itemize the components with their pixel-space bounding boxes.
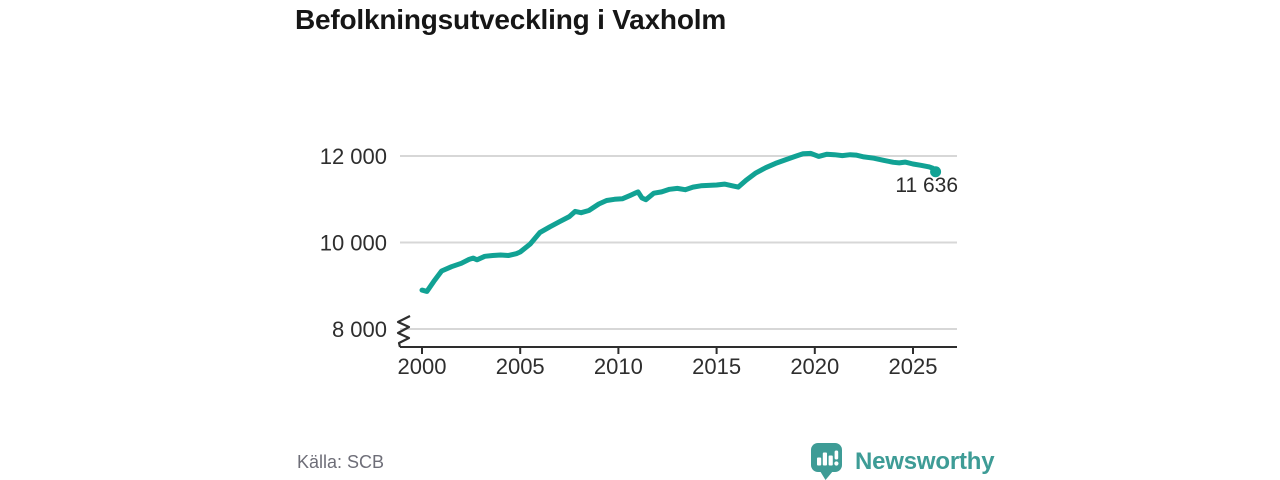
x-tick-label: 2000: [398, 354, 447, 379]
chart-title: Befolkningsutveckling i Vaxholm: [295, 4, 727, 35]
end-value-label: 11 636: [895, 174, 958, 197]
newsworthy-brand: Newsworthy: [810, 442, 995, 480]
gridlines: [400, 155, 957, 330]
x-tick-label: 2010: [594, 354, 643, 379]
y-tick-label: 12 000: [320, 144, 387, 169]
x-tick-label: 2005: [496, 354, 545, 379]
y-axis-break-icon: [396, 315, 411, 348]
newsworthy-logo-icon: [811, 443, 842, 480]
axis-labels: 12 000 10 000 8 000 2000 2005 2010 2015 2020 202…: [320, 144, 958, 379]
x-tick-label: 2015: [692, 354, 741, 379]
population-series: [419, 150, 942, 294]
end-point-dot: [930, 166, 942, 178]
y-tick-label: 8 000: [332, 317, 387, 342]
source-note: Källa: SCB: [297, 452, 385, 472]
population-line: [419, 150, 939, 294]
axes: [396, 315, 957, 354]
newsworthy-wordmark: Newsworthy: [855, 447, 995, 475]
x-tick-label: 2025: [889, 354, 938, 379]
x-tick-label: 2020: [790, 354, 839, 379]
y-tick-label: 10 000: [320, 231, 387, 256]
